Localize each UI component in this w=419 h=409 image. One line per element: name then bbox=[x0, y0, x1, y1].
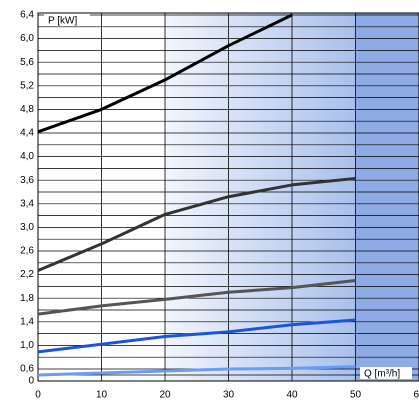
y-tick-label: 2,6 bbox=[20, 246, 34, 257]
x-tick-label: 10 bbox=[96, 390, 108, 401]
y-axis-label: P [kW] bbox=[48, 16, 77, 27]
y-tick-label: 3,6 bbox=[20, 175, 34, 186]
y-tick-label: 3,4 bbox=[20, 198, 34, 209]
gradient-band bbox=[165, 13, 356, 381]
y-tick-label: 4,8 bbox=[20, 104, 34, 115]
dark-band bbox=[356, 13, 419, 381]
x-tick-label: 40 bbox=[286, 390, 298, 401]
x-tick-label: 0 bbox=[35, 390, 41, 401]
x-tick-label: 30 bbox=[223, 390, 235, 401]
x-axis-label: Q [m³/h] bbox=[364, 369, 400, 380]
y-tick-label: 3,0 bbox=[20, 222, 34, 233]
x-tick-label: 20 bbox=[159, 390, 171, 401]
y-tick-label: 6,0 bbox=[20, 33, 34, 44]
y-tick-label: 5,6 bbox=[20, 57, 34, 68]
y-tick-label: 0 bbox=[28, 376, 34, 387]
y-tick-label: 5,2 bbox=[20, 80, 34, 91]
y-tick-label: 1,8 bbox=[20, 293, 34, 304]
y-tick-label: 4,0 bbox=[20, 151, 34, 162]
y-tick-label: 4,4 bbox=[20, 128, 34, 139]
x-tick-label: 60 bbox=[413, 390, 419, 401]
y-tick-label: 2,2 bbox=[20, 269, 34, 280]
x-tick-label: 50 bbox=[350, 390, 362, 401]
y-tick-label: 1,0 bbox=[20, 340, 34, 351]
y-tick-label: 6,4 bbox=[20, 10, 34, 21]
y-tick-label: 1,4 bbox=[20, 316, 34, 327]
y-tick-label: 0,6 bbox=[20, 364, 34, 375]
